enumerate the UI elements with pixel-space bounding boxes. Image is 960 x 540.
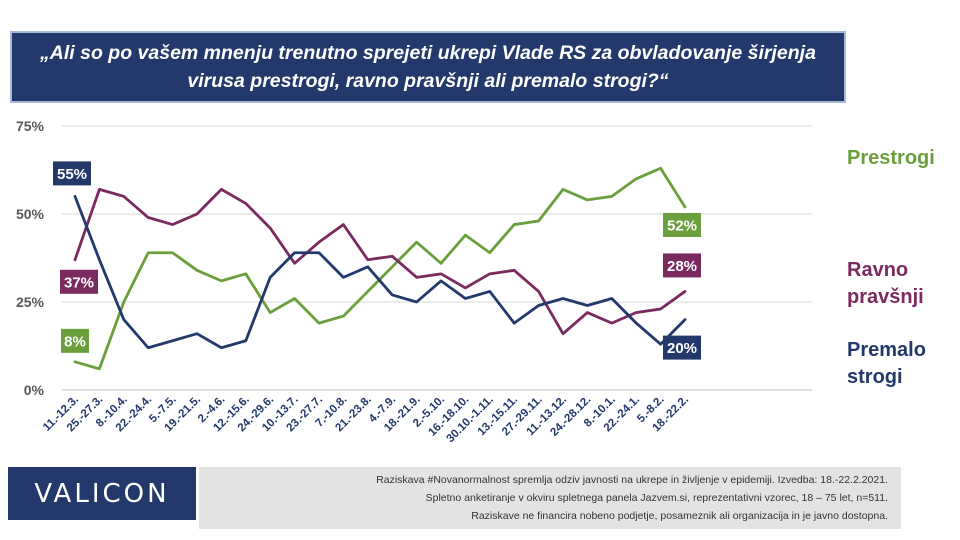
footnote-line-1: Raziskava #Novanormalnost spremlja odziv… (376, 474, 888, 486)
logo-text: VALICON (34, 478, 170, 509)
data-label: 37% (64, 274, 94, 291)
legend-premalo-label-1: Premalo (847, 339, 926, 361)
series-lines (73, 166, 687, 371)
data-label-bg (53, 161, 91, 186)
footnote-line-3: Raziskave ne financira nobeno podjetje, … (471, 510, 888, 522)
footnote-box: Raziskava #Novanormalnost spremlja odziv… (199, 467, 901, 529)
data-label: 52% (667, 217, 697, 234)
x-axis-ticks: 11.-12.3.25.-27.3.8.-10.4.22.-24.4.5.-7.… (41, 394, 691, 445)
data-label-bg (60, 269, 98, 294)
data-label: 8% (64, 333, 86, 350)
series-line-premalo-strogi (73, 194, 687, 350)
data-label-bg (61, 328, 89, 353)
footnote-line-2: Spletno anketiranje v okviru spletnega p… (425, 492, 888, 504)
data-labels: 8% 52% 37% 28% 55% 20% (53, 161, 701, 360)
legend-prestrogi-label: Prestrogi (847, 147, 935, 169)
gridlines (62, 125, 812, 391)
data-label-bg (663, 212, 701, 237)
legend-ravno-label-1: Ravno (847, 259, 909, 281)
data-label: 28% (667, 258, 697, 275)
legend-ravno-pravsnji: Ravno pravšnji (847, 257, 924, 311)
data-label: 20% (667, 340, 697, 357)
legend-premalo-label-2: strogi (847, 366, 903, 388)
chart-title: „Ali so po vašem mnenju trenutno sprejet… (40, 42, 816, 92)
y-tick-label: 25% (16, 294, 45, 310)
y-tick-label: 0% (24, 382, 45, 398)
series-line-prestrogi (73, 166, 687, 371)
legend-premalo-strogi: Premalo strogi (847, 337, 926, 391)
series-line-ravno-prav-nji (73, 187, 687, 336)
y-axis-ticks: 0% 25% 50% 75% (16, 118, 45, 398)
data-label: 55% (57, 166, 87, 183)
title-box: „Ali so po vašem mnenju trenutno sprejet… (10, 31, 846, 103)
legend-prestrogi: Prestrogi (847, 145, 935, 172)
data-label-bg (663, 335, 701, 360)
y-tick-label: 50% (16, 206, 45, 222)
y-tick-label: 75% (16, 118, 45, 134)
valicon-logo: VALICON (8, 467, 196, 520)
legend-ravno-label-2: pravšnji (847, 286, 924, 308)
data-label-bg (663, 253, 701, 278)
